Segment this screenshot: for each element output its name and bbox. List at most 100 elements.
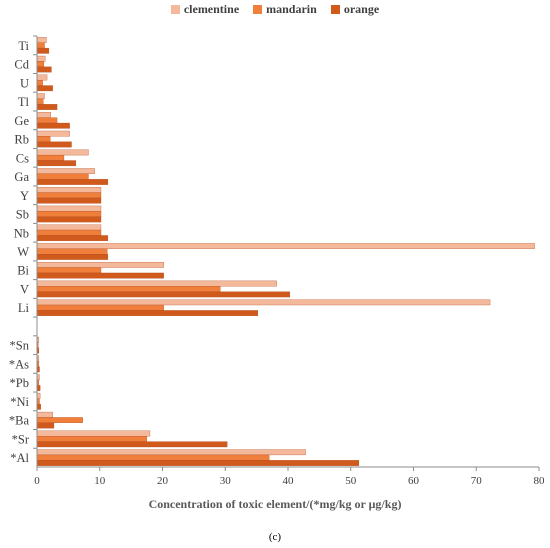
y-tick-label: Li (18, 301, 30, 315)
y-tick-label: Ti (18, 39, 29, 53)
bar-orange-ga (36, 179, 109, 185)
bars-group (36, 37, 535, 466)
bar-orange-star-ni (36, 403, 41, 410)
x-tick-label: 20 (157, 475, 169, 487)
bar-orange-rb (36, 141, 72, 148)
legend-item-orange: orange (330, 2, 380, 17)
bar-clementine-cd (36, 55, 46, 62)
legend-swatch-orange (330, 5, 340, 14)
legend-label-orange: orange (343, 2, 380, 16)
x-tick-label: 80 (534, 475, 546, 487)
x-tick-label: 70 (471, 475, 483, 487)
bar-orange-ge (36, 122, 70, 129)
bar-orange-y (36, 197, 102, 204)
bar-mandarin-cd (36, 61, 45, 67)
bar-mandarin-nb (36, 229, 102, 236)
bar-mandarin-cs (36, 154, 65, 161)
bar-orange-li (36, 310, 259, 316)
bar-orange-v (36, 291, 291, 298)
bar-clementine-y (36, 187, 102, 193)
bar-clementine-bi (36, 261, 164, 268)
bar-clementine-v (36, 280, 277, 287)
y-tick-label: Tl (18, 95, 30, 109)
axes-group: Ti Cd U Tl Ge Rb Cs Ga Y Sb Nb W Bi V Li *Sn *As *Pb *Ni *B… (9, 35, 546, 487)
bar-clementine-star-sr (36, 430, 151, 437)
bar-mandarin-sb (36, 211, 102, 217)
legend-label-clementine: clementine (183, 2, 240, 16)
bar-mandarin-ti (36, 42, 45, 49)
legend-label-mandarin: mandarin (266, 2, 317, 16)
bar-orange-sb (36, 216, 102, 223)
bar-orange-nb (36, 235, 109, 242)
y-tick-label: *Ni (10, 395, 29, 409)
bar-mandarin-u (36, 79, 43, 86)
y-tick-label: *As (9, 357, 29, 371)
x-tick-label: 10 (94, 475, 106, 487)
bar-clementine-ge (36, 112, 51, 118)
bar-orange-cd (36, 66, 52, 73)
y-tick-label: *Al (10, 451, 29, 465)
bar-orange-star-al (36, 460, 360, 466)
bar-mandarin-star-ba (36, 417, 83, 424)
x-tick-label: 60 (408, 475, 420, 487)
y-tick-label: W (17, 245, 29, 259)
bar-clementine-sb (36, 205, 102, 212)
bar-mandarin-ga (36, 173, 89, 180)
legend: clementine mandarin orange (0, 2, 550, 17)
bar-orange-w (36, 254, 109, 260)
bar-clementine-tl (36, 93, 45, 100)
bar-orange-ti (36, 47, 50, 54)
legend-item-clementine: clementine (170, 2, 240, 17)
y-tick-label: Rb (14, 133, 29, 147)
bar-clementine-u (36, 74, 48, 81)
bar-clementine-ti (36, 37, 47, 43)
bar-orange-cs (36, 160, 77, 167)
bar-mandarin-bi (36, 267, 102, 274)
y-tick-label: Ge (14, 114, 29, 128)
bar-orange-tl (36, 104, 58, 110)
bar-orange-u (36, 85, 53, 92)
bar-mandarin-w (36, 248, 108, 255)
bar-clementine-li (36, 299, 491, 306)
bar-mandarin-rb (36, 136, 51, 142)
bar-mandarin-tl (36, 98, 44, 105)
bar-orange-star-sr (36, 441, 228, 448)
y-tick-label: *Ba (9, 414, 30, 428)
bar-orange-star-ba (36, 422, 55, 429)
y-tick-label: Bi (17, 264, 29, 278)
y-tick-label: Sb (16, 208, 29, 222)
y-tick-label: Cd (14, 58, 29, 72)
bar-mandarin-star-sr (36, 436, 147, 442)
y-tick-label: Nb (14, 226, 29, 240)
x-axis-label: Concentration of toxic element/(*mg/kg o… (148, 497, 402, 511)
bar-clementine-nb (36, 224, 102, 231)
bar-clementine-star-ba (36, 411, 53, 418)
bar-mandarin-ge (36, 117, 58, 124)
bar-clementine-w (36, 243, 535, 249)
y-tick-label: Ga (14, 170, 29, 184)
x-tick-label: 30 (220, 475, 232, 487)
y-tick-label: V (20, 282, 29, 296)
figure-caption: (c) (268, 531, 282, 543)
x-tick-label: 50 (345, 475, 357, 487)
bar-clementine-ga (36, 168, 95, 174)
y-tick-label: U (20, 76, 29, 90)
y-tick-label: *Sn (10, 339, 30, 353)
bar-clementine-cs (36, 149, 89, 156)
y-tick-label: *Pb (10, 376, 29, 390)
bar-mandarin-v (36, 286, 221, 292)
x-tick-label: 40 (283, 475, 295, 487)
y-tick-label: Cs (16, 151, 29, 165)
bar-orange-bi (36, 272, 164, 279)
x-tick-label: 0 (34, 475, 40, 487)
bar-mandarin-star-al (36, 454, 270, 461)
legend-swatch-mandarin (253, 5, 263, 14)
bar-clementine-star-al (36, 449, 306, 456)
legend-swatch-clementine (170, 5, 180, 14)
bar-mandarin-li (36, 304, 164, 311)
y-tick-label: Y (20, 189, 29, 203)
bar-mandarin-y (36, 192, 102, 199)
bar-clementine-rb (36, 130, 70, 137)
legend-item-mandarin: mandarin (253, 2, 317, 17)
